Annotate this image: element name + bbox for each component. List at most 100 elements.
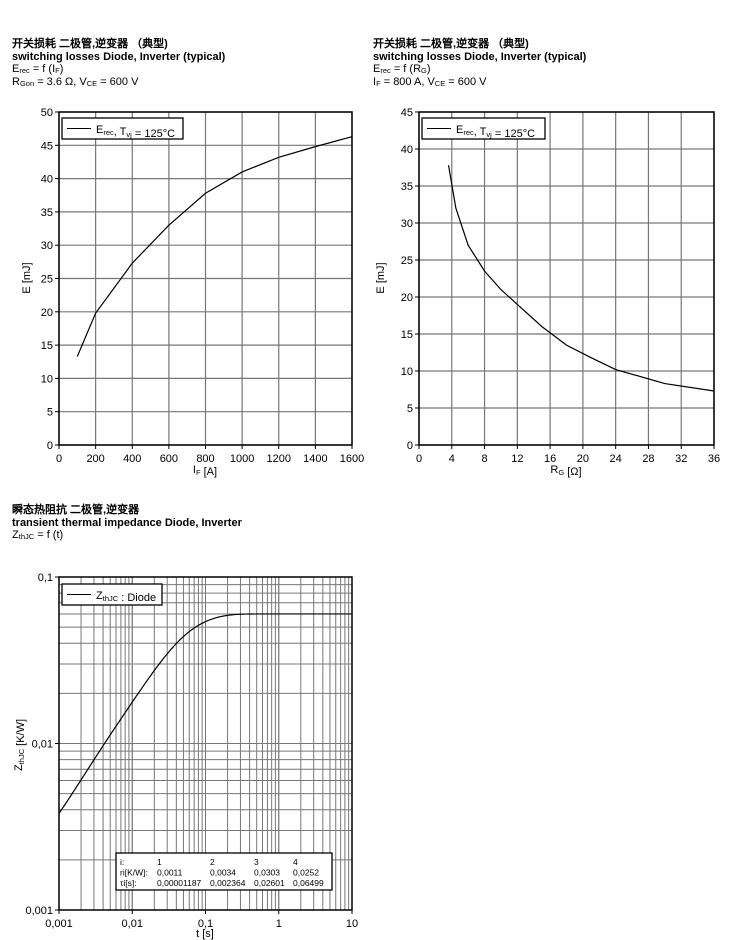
header-title-en: switching losses Diode, Inverter (typica… <box>12 50 226 63</box>
text-part: Z <box>96 590 103 602</box>
header-conditions: RGon = 3.6 Ω, VCE = 600 V <box>12 76 225 89</box>
x-tick-label: 1200 <box>267 453 291 465</box>
table-cell: 0,0252 <box>293 868 319 878</box>
x-tick-label: 0,001 <box>45 918 73 930</box>
y-tick-label: 0,1 <box>38 572 53 584</box>
legend-label: Erec, Tvj = 125°C <box>456 124 535 140</box>
t: rec <box>380 66 391 75</box>
t: thJC <box>18 532 35 541</box>
header-switching-losses-rg: 开关损耗 二极管,逆变器 （典型) switching losses Diode… <box>373 38 586 88</box>
t: = 600 V <box>97 75 139 88</box>
text-part: = 125°C <box>132 128 175 140</box>
chart-2: 0 4 8 12 16 20 24 28 32 36 0 5 10 15 20 25 30 35 40 45 RG [Ω… <box>375 107 720 478</box>
y-tick-label: 25 <box>41 274 53 286</box>
text-part: E <box>456 124 463 136</box>
header-function: Erec = f (RG) <box>373 63 586 76</box>
subscript: F <box>196 468 201 477</box>
t: rec <box>19 66 30 75</box>
table-cell: 4 <box>293 857 298 867</box>
header-title-cn: 开关损耗 二极管,逆变器 （典型) <box>373 38 529 50</box>
x-tick-label: 10 <box>346 918 358 930</box>
legend: ZthJC : Diode <box>61 583 163 606</box>
chart-1: 0 200 400 600 800 1000 1200 1400 1600 0 5 10 15 20 25 3… <box>21 107 364 478</box>
x-tick-label: 4 <box>449 453 455 465</box>
legend-label: Erec, Tvj = 125°C <box>96 124 175 140</box>
t: = 600 V <box>445 75 487 88</box>
series-line <box>58 613 352 814</box>
subscript: vj <box>486 130 492 139</box>
x-tick-label: 1600 <box>340 453 364 465</box>
header-title-en: switching losses Diode, Inverter (typica… <box>373 50 587 63</box>
table-cell: 0,0011 <box>157 868 183 878</box>
table-row-header: ri[K/W]: <box>120 868 148 878</box>
y-tick-label: 0,01 <box>32 739 53 751</box>
y-axis-label: E [mJ] <box>375 262 387 293</box>
table-row-header: τi[s]: <box>120 878 137 888</box>
header-title-cn: 开关损耗 二极管,逆变器 （典型) <box>12 38 168 50</box>
y-tick-label: 0,001 <box>25 905 53 917</box>
subscript: thJC <box>103 594 119 603</box>
t: ) <box>59 63 64 75</box>
y-axis-label: ZthJC [K/W] <box>13 719 27 771</box>
y-tick-label: 15 <box>401 329 413 341</box>
legend-box <box>61 117 184 140</box>
subscript: thJC <box>17 748 26 764</box>
x-axis-label: t [s] <box>196 928 214 940</box>
t: Z <box>12 529 19 541</box>
table-cell: 3 <box>254 857 259 867</box>
t: = 800 A, V <box>380 75 435 88</box>
header-switching-losses-if: 开关损耗 二极管,逆变器 （典型) switching losses Diode… <box>12 38 225 88</box>
subscript: rec <box>103 128 114 137</box>
text-part: [K/W] <box>15 719 27 749</box>
text-part: [A] <box>201 466 218 478</box>
t: CE <box>86 78 98 88</box>
y-tick-label: 35 <box>401 181 413 193</box>
plot-frame <box>418 111 715 446</box>
legend-label: ZthJC : Diode <box>96 590 156 604</box>
x-tick-label: 0 <box>56 453 62 465</box>
subscript: vj <box>126 130 132 139</box>
y-tick-label: 35 <box>41 207 53 219</box>
x-tick-label: 24 <box>610 453 622 465</box>
t: CE <box>434 78 446 88</box>
t: = f (t) <box>34 529 64 541</box>
t: = f (R <box>390 63 422 75</box>
y-tick-label: 20 <box>401 292 413 304</box>
t: E <box>12 63 20 75</box>
y-tick-label: 0 <box>407 440 413 452</box>
x-tick-label: 8 <box>481 453 487 465</box>
table-box <box>115 852 333 891</box>
y-tick-label: 5 <box>47 407 53 419</box>
t: ) <box>426 63 431 75</box>
text-part: Z <box>13 764 25 771</box>
table-cell: 0,00001187 <box>157 878 202 888</box>
x-tick-label: 12 <box>511 453 523 465</box>
y-tick-label: 25 <box>401 255 413 267</box>
y-tick-label: 10 <box>401 366 413 378</box>
y-tick-label: 50 <box>41 107 53 119</box>
legend: Erec, Tvj = 125°C <box>61 117 184 140</box>
y-tick-label: 30 <box>401 218 413 230</box>
header-function: Erec = f (IF) <box>12 63 225 76</box>
x-tick-label: 16 <box>544 453 556 465</box>
header-thermal-impedance: 瞬态热阻抗 二极管,逆变器 transient thermal impedanc… <box>12 504 242 542</box>
x-tick-label: 36 <box>708 453 720 465</box>
x-tick-label: 28 <box>642 453 654 465</box>
text-part: E [mJ] <box>21 262 33 293</box>
t: = 3.6 Ω, V <box>34 75 87 88</box>
subscript: G <box>558 468 564 477</box>
y-tick-label: 30 <box>41 240 53 252</box>
t: = f (I <box>29 63 56 75</box>
x-axis-label: IF [A] <box>193 464 217 478</box>
table-cell: 1 <box>157 857 162 867</box>
header-conditions: IF = 800 A, VCE = 600 V <box>373 76 586 89</box>
x-tick-label: 0,1 <box>198 918 213 930</box>
text-part: , T <box>474 126 487 138</box>
x-axis-label: RG [Ω] <box>550 464 581 478</box>
t: R <box>12 75 20 88</box>
y-tick-label: 10 <box>41 373 53 385</box>
y-tick-label: 40 <box>401 144 413 156</box>
table-cell: 0,002364 <box>210 878 246 888</box>
text-part: t [s] <box>196 928 214 940</box>
